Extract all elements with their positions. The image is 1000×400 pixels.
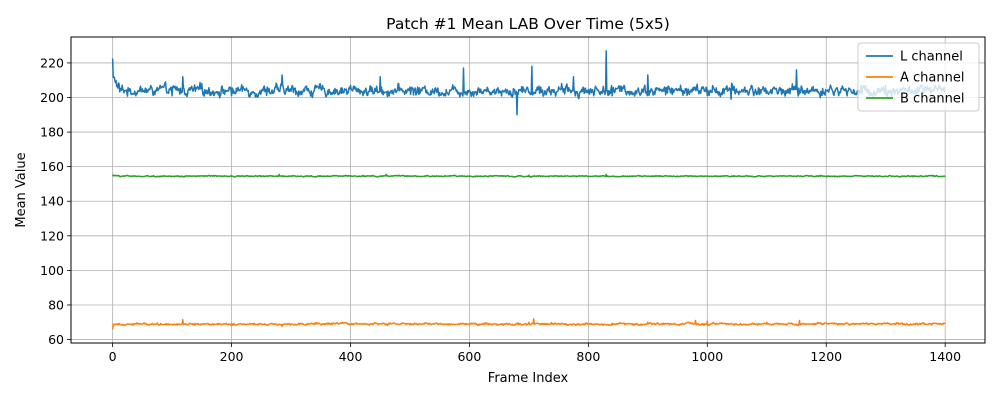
series-line-l-channel — [111, 50, 946, 116]
y-tick-label: 140 — [40, 194, 64, 209]
y-axis-label: Mean Value — [14, 152, 29, 227]
x-axis-ticks: 0 200 400 600 800 1000 1200 1400 — [109, 343, 961, 364]
legend-box — [857, 42, 980, 112]
x-tick-label: 400 — [339, 349, 363, 364]
y-tick-label: 120 — [40, 228, 64, 243]
y-tick-label: 160 — [40, 159, 64, 174]
y-tick-label: 220 — [40, 55, 64, 70]
plot-lines — [111, 50, 946, 330]
axes-frame — [70, 36, 986, 344]
legend-label: L channel — [900, 50, 963, 65]
x-tick-label: 0 — [109, 349, 117, 364]
legend-label: A channel — [900, 71, 964, 86]
y-tick-label: 200 — [40, 90, 64, 105]
y-tick-label: 100 — [40, 263, 64, 278]
chart-title: Patch #1 Mean LAB Over Time (5x5) — [386, 15, 670, 33]
y-tick-label: 80 — [48, 297, 64, 312]
series-line-a-channel — [111, 318, 946, 330]
legend: L channel A channel B channel — [857, 42, 980, 112]
y-tick-label: 60 — [48, 332, 64, 347]
x-tick-label: 200 — [220, 349, 244, 364]
x-tick-label: 1400 — [929, 349, 961, 364]
y-axis-ticks: 60 80 100 120 140 160 180 200 220 — [40, 55, 71, 347]
legend-label: B channel — [900, 92, 965, 107]
series-line-b-channel — [111, 173, 946, 178]
x-tick-label: 800 — [576, 349, 600, 364]
x-axis-label: Frame Index — [488, 371, 569, 386]
y-tick-label: 180 — [40, 125, 64, 140]
x-tick-label: 1200 — [810, 349, 842, 364]
x-tick-label: 600 — [457, 349, 481, 364]
x-tick-label: 1000 — [691, 349, 723, 364]
